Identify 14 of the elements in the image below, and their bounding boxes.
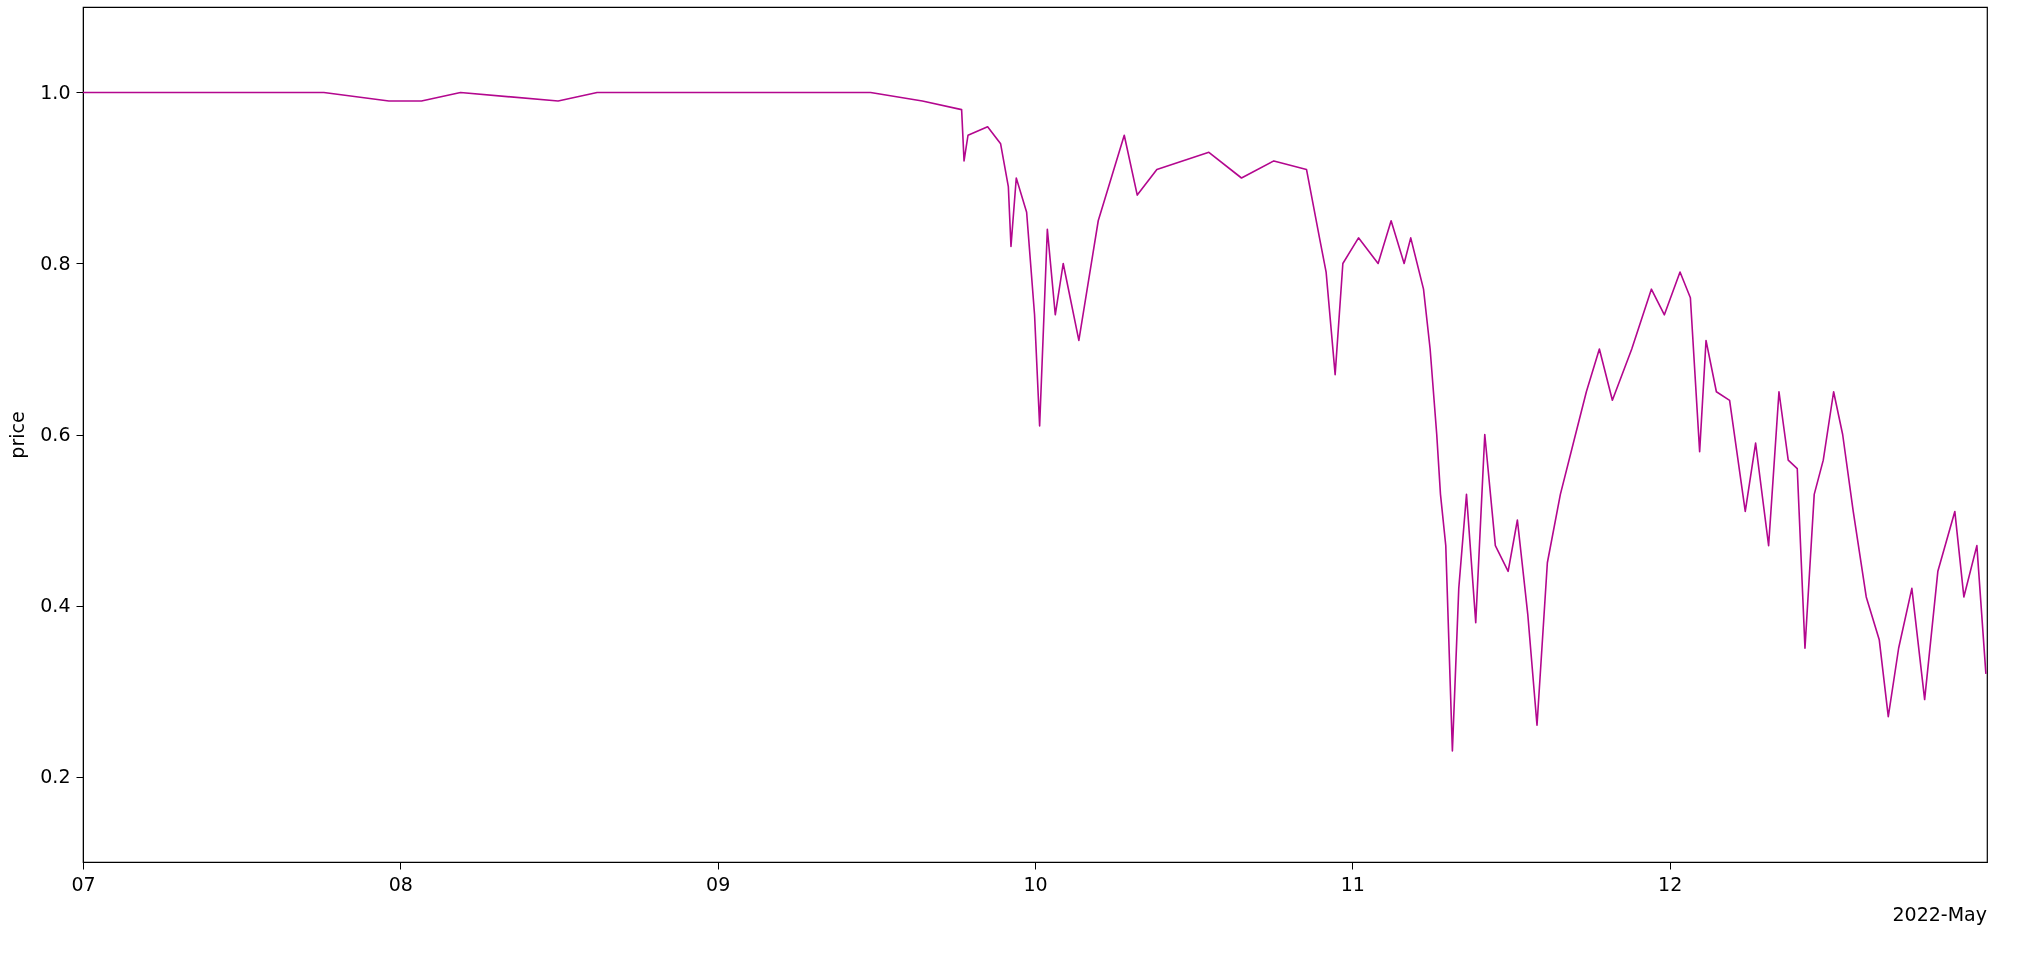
y-tick-label: 0.6 — [40, 423, 71, 445]
x-tick-label: 09 — [706, 872, 731, 895]
y-tick-label: 0.8 — [40, 252, 71, 274]
y-tick-label: 0.4 — [40, 594, 71, 616]
y-tick-label: 1.0 — [40, 81, 71, 103]
text: 2022-May — [1892, 903, 1987, 925]
x-tick-label: 08 — [388, 872, 413, 895]
y-tick-label: 0.2 — [40, 765, 71, 787]
x-tick-label: 11 — [1340, 872, 1365, 895]
x-tick-label: 12 — [1658, 872, 1683, 895]
x-tick-label: 10 — [1023, 872, 1048, 895]
y-axis-title: price — [6, 411, 29, 459]
line-series — [83, 91, 1987, 752]
x-tick-label: 07 — [71, 872, 96, 895]
